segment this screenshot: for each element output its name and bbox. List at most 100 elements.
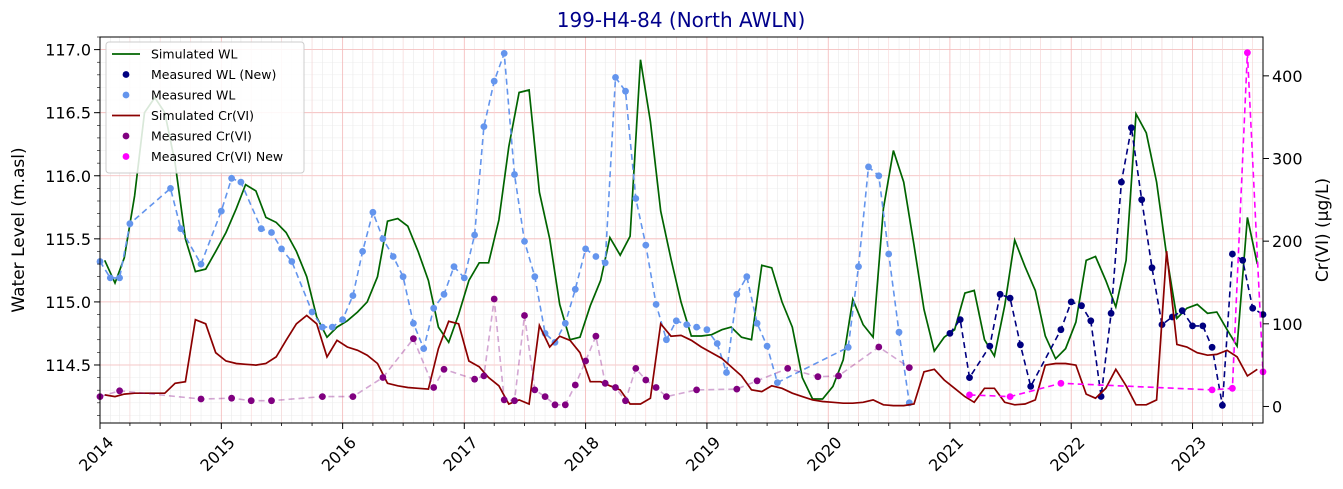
data-point: [1249, 304, 1257, 312]
data-point: [875, 172, 883, 180]
data-point: [733, 290, 741, 298]
data-point: [753, 319, 761, 327]
data-point: [369, 208, 377, 216]
data-point: [1006, 393, 1014, 400]
data-point: [885, 250, 893, 258]
data-point: [490, 295, 498, 303]
y-tick-label-left: 117.0: [45, 41, 91, 60]
x-tick-label: 2021: [925, 433, 967, 475]
series-2: [96, 50, 913, 407]
data-point: [652, 384, 660, 391]
data-point: [1027, 383, 1035, 390]
data-point: [460, 274, 468, 282]
data-point: [490, 77, 498, 85]
data-point: [774, 379, 781, 386]
data-point: [784, 365, 792, 372]
data-point: [1219, 401, 1226, 409]
data-point: [551, 401, 559, 409]
data-point: [723, 369, 730, 376]
legend-box: [105, 41, 305, 174]
legend-marker-swatch: [122, 132, 130, 140]
data-point: [703, 326, 711, 334]
data-point: [116, 387, 123, 395]
series-line: [949, 127, 1264, 406]
data-point: [237, 178, 245, 186]
data-point: [480, 372, 488, 380]
data-point: [379, 235, 387, 243]
data-point: [167, 185, 174, 192]
data-point: [632, 365, 640, 372]
y-tick-label-left: 116.5: [45, 104, 91, 123]
data-point: [601, 259, 609, 267]
data-point: [430, 384, 438, 391]
data-point: [308, 308, 316, 316]
data-point: [713, 340, 721, 347]
y-tick-label-right: 300: [1272, 150, 1303, 169]
data-point: [1244, 49, 1251, 57]
data-point: [480, 123, 488, 130]
data-point: [500, 396, 508, 404]
data-point: [1067, 298, 1075, 306]
data-point: [379, 374, 387, 381]
x-tick-label: 2022: [1046, 433, 1088, 475]
data-point: [511, 171, 518, 178]
legend-marker-swatch: [122, 91, 130, 99]
y-tick-label-right: 400: [1272, 67, 1303, 86]
data-point: [835, 372, 842, 380]
data-point: [228, 394, 236, 402]
data-point: [763, 342, 771, 350]
data-point: [319, 323, 326, 331]
data-point: [571, 381, 579, 389]
x-tick-label: 2015: [196, 433, 238, 475]
data-point: [693, 323, 700, 331]
data-point: [693, 386, 700, 394]
data-point: [996, 290, 1004, 298]
data-point: [946, 330, 954, 337]
data-point: [268, 397, 275, 405]
data-point: [1208, 343, 1216, 351]
data-point: [440, 365, 448, 373]
legend-marker-swatch: [122, 71, 130, 78]
data-point: [106, 274, 114, 282]
data-point: [349, 393, 357, 400]
data-point: [126, 220, 134, 228]
data-point: [1189, 322, 1196, 330]
x-tick-label: 2017: [439, 433, 481, 475]
series-line: [99, 53, 911, 403]
y-tick-label-right: 0: [1272, 397, 1282, 416]
data-point: [956, 316, 964, 323]
data-point: [592, 253, 600, 260]
data-point: [328, 323, 336, 331]
y-axis-title-right: Cr(VI) (µg/L): [1313, 178, 1333, 282]
x-tick-label: 2014: [75, 433, 117, 475]
data-point: [622, 397, 629, 405]
data-point: [410, 335, 417, 343]
x-tick-label: 2020: [803, 433, 845, 475]
data-point: [855, 263, 862, 270]
series-line: [104, 251, 1258, 407]
data-point: [288, 258, 296, 265]
data-point: [1118, 178, 1125, 186]
data-point: [1178, 307, 1186, 315]
data-point: [257, 225, 265, 233]
data-point: [1239, 256, 1247, 264]
data-point: [683, 321, 691, 328]
data-point: [319, 393, 326, 400]
data-point: [389, 253, 397, 260]
data-point: [541, 393, 549, 400]
legend: Simulated WL Measured WL (New) Measured WL…: [105, 41, 305, 174]
data-point: [642, 376, 650, 384]
data-point: [582, 357, 589, 365]
y-tick-label-right: 200: [1272, 232, 1303, 251]
data-point: [1078, 302, 1085, 310]
data-point: [1199, 322, 1207, 330]
data-point: [471, 231, 478, 239]
series-0: [103, 59, 1259, 400]
data-point: [814, 373, 822, 381]
data-point: [743, 273, 751, 281]
y-tick-label-left: 116.0: [45, 167, 91, 186]
legend-entry-label: Measured WL: [151, 88, 235, 103]
data-point: [197, 395, 205, 403]
data-point: [582, 245, 589, 253]
